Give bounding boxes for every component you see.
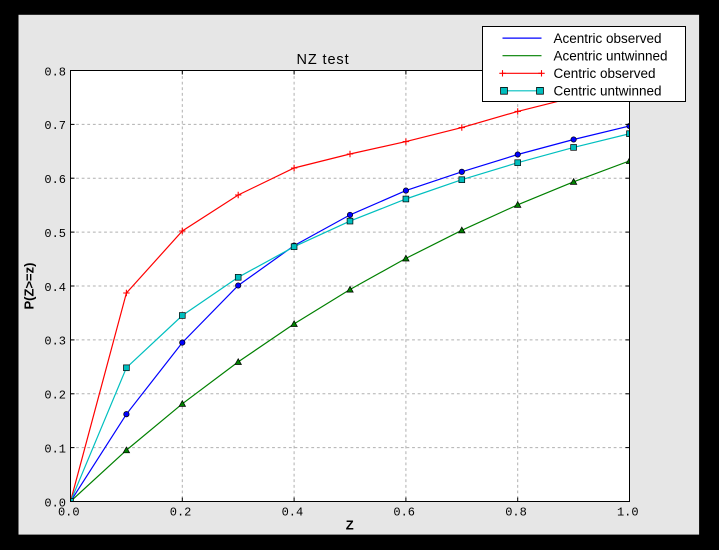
svg-text:NZ test: NZ test: [296, 52, 349, 68]
svg-text:0.6: 0.6: [393, 506, 415, 520]
svg-text:P(Z>=z): P(Z>=z): [22, 263, 37, 310]
svg-text:0.3: 0.3: [44, 335, 66, 349]
svg-text:0.4: 0.4: [282, 506, 304, 520]
svg-text:0.2: 0.2: [44, 389, 66, 403]
svg-text:0.8: 0.8: [44, 65, 66, 79]
svg-text:0.5: 0.5: [44, 227, 66, 241]
svg-text:Centric untwinned: Centric untwinned: [554, 84, 662, 99]
svg-text:0.0: 0.0: [44, 496, 66, 510]
svg-text:1.0: 1.0: [617, 506, 639, 520]
svg-text:0.6: 0.6: [44, 173, 66, 187]
svg-text:0.8: 0.8: [505, 506, 527, 520]
svg-text:Acentric observed: Acentric observed: [554, 31, 662, 46]
svg-text:0.4: 0.4: [44, 281, 66, 295]
svg-text:Z: Z: [346, 518, 354, 533]
svg-text:0.1: 0.1: [44, 442, 66, 456]
svg-text:0.2: 0.2: [170, 506, 192, 520]
svg-text:0.0: 0.0: [58, 506, 80, 520]
svg-text:0.7: 0.7: [44, 119, 66, 133]
svg-text:Acentric untwinned: Acentric untwinned: [554, 48, 668, 63]
svg-text:Centric observed: Centric observed: [554, 66, 656, 81]
